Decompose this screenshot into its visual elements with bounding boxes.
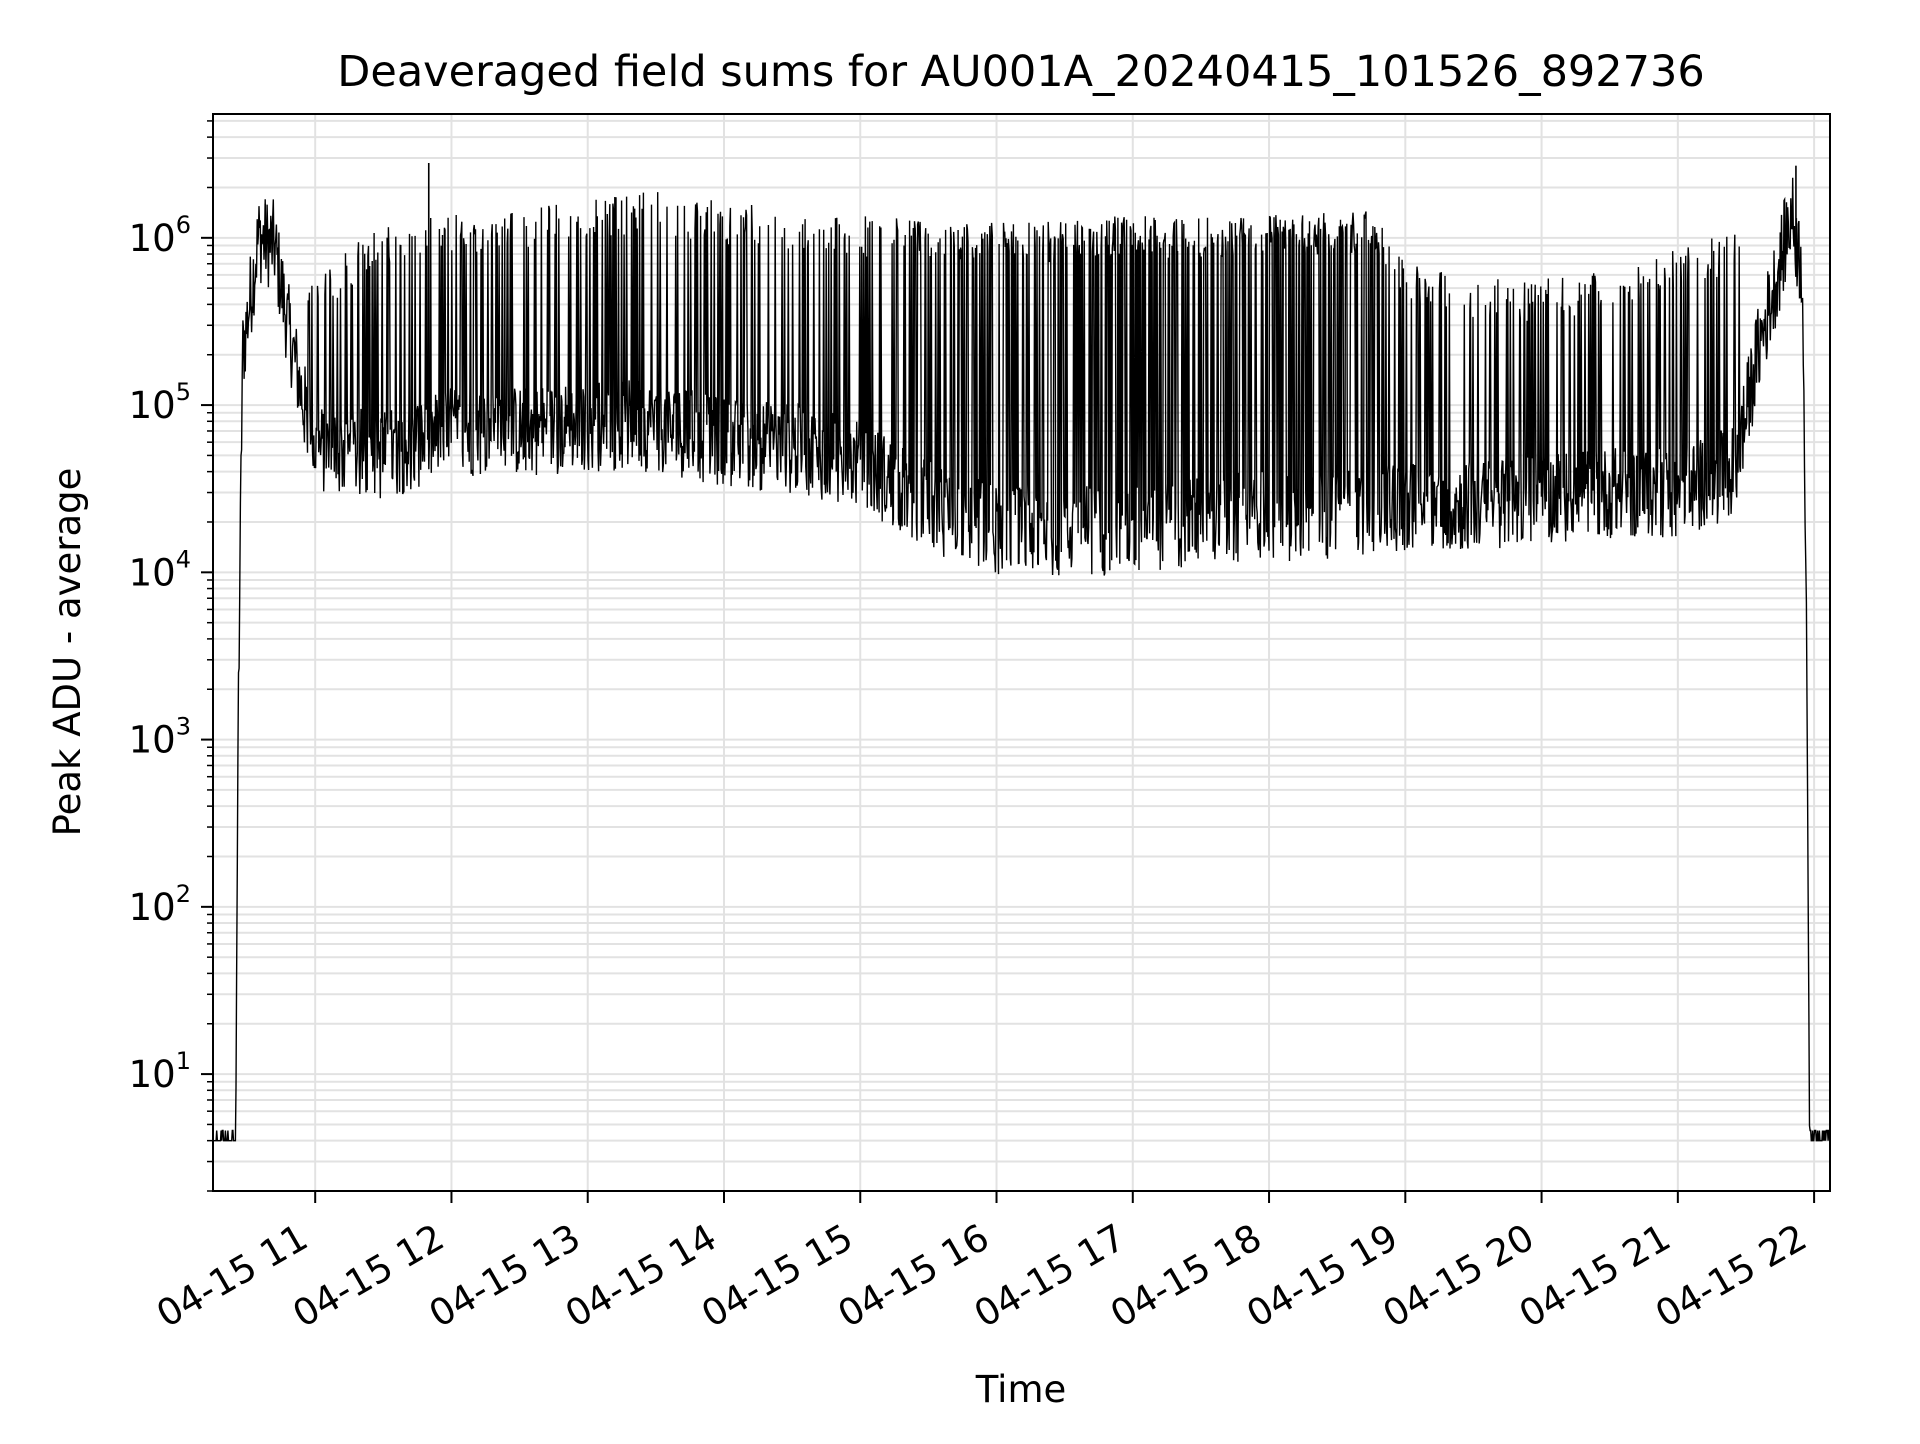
x-tick-label: 04-15 20 bbox=[1376, 1216, 1542, 1336]
y-axis: 101 102 103 104 105 106 bbox=[129, 120, 213, 1192]
x-tick-label: 04-15 21 bbox=[1512, 1216, 1678, 1336]
series-line bbox=[213, 177, 1831, 1142]
x-tick-label: 04-15 13 bbox=[422, 1216, 588, 1336]
x-tick-label: 04-15 17 bbox=[967, 1216, 1133, 1336]
y-tick-label: 102 bbox=[129, 880, 191, 929]
plot-frame bbox=[212, 113, 1831, 1192]
y-axis-label: Peak ADU - average bbox=[46, 468, 89, 837]
series-layer bbox=[213, 163, 1831, 1142]
x-tick-label: 04-15 19 bbox=[1239, 1216, 1405, 1336]
y-tick-label: 104 bbox=[129, 545, 191, 594]
x-tick-label: 04-15 15 bbox=[694, 1216, 860, 1336]
x-tick-label: 04-15 11 bbox=[149, 1216, 315, 1336]
x-tick-label: 04-15 22 bbox=[1648, 1216, 1814, 1336]
x-tick-label: 04-15 18 bbox=[1103, 1216, 1269, 1336]
x-tick-label: 04-15 16 bbox=[831, 1216, 997, 1336]
chart-title: Deaveraged field sums for AU001A_2024041… bbox=[337, 47, 1704, 97]
y-tick-label: 106 bbox=[129, 211, 191, 260]
y-tick-label: 103 bbox=[129, 713, 191, 762]
x-tick-label: 04-15 12 bbox=[286, 1216, 452, 1336]
x-axis-label: Time bbox=[975, 1368, 1067, 1411]
x-tick-label: 04-15 14 bbox=[558, 1216, 724, 1336]
y-tick-label: 105 bbox=[129, 378, 191, 427]
y-tick-label: 101 bbox=[129, 1047, 191, 1096]
